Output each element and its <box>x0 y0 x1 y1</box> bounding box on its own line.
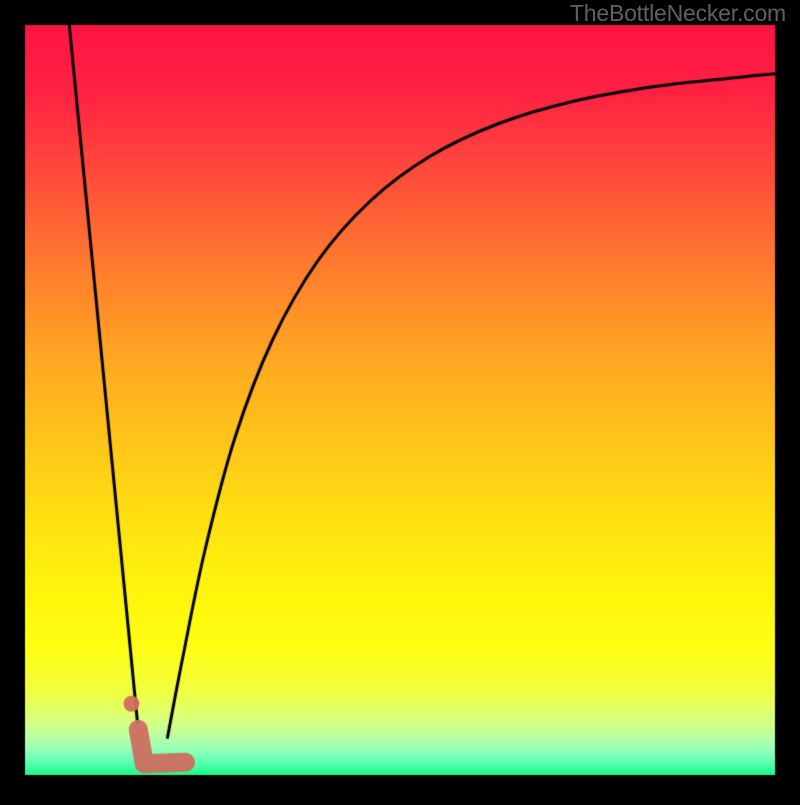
watermark-text: TheBottleNecker.com <box>570 0 786 27</box>
chart-container: TheBottleNecker.com <box>0 0 800 800</box>
bottleneck-chart-canvas <box>0 0 800 800</box>
